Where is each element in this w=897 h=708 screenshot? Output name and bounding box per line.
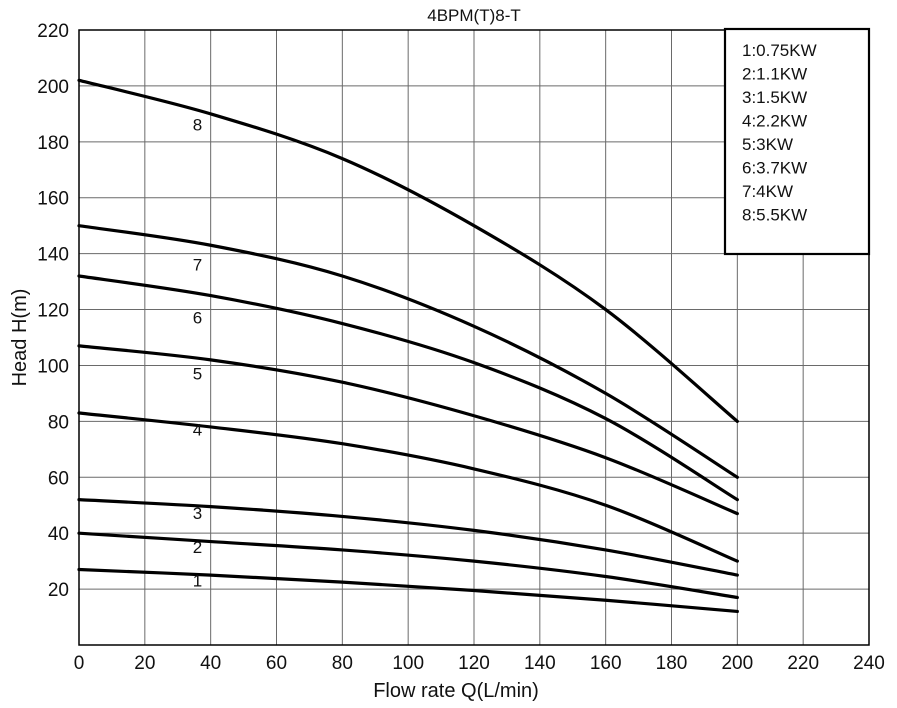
legend: 1:0.75KW 2:1.1KW 3:1.5KW 4:2.2KW 5:3KW 6… (723, 27, 871, 256)
y-tick-label: 180 (37, 133, 69, 154)
curve-label: 6 (193, 309, 202, 328)
legend-entry: 5:3KW (742, 135, 793, 154)
curve-series-3 (77, 498, 739, 577)
legend-box (723, 27, 871, 256)
curve-series-1 (77, 567, 739, 614)
curve-series-6 (77, 274, 739, 502)
legend-entry: 2:1.1KW (742, 65, 807, 84)
y-tick-label: 80 (48, 412, 69, 433)
y-tick-label: 60 (48, 468, 69, 489)
curve-label: 5 (193, 364, 202, 383)
x-tick-label: 160 (590, 653, 622, 674)
curve-series-5 (77, 344, 739, 516)
curve-label: 7 (193, 255, 202, 274)
chart-title: 4BPM(T)8-T (427, 6, 521, 25)
curve-series-7 (77, 224, 739, 479)
legend-entry: 1:0.75KW (742, 41, 817, 60)
x-tick-label: 60 (266, 653, 287, 674)
x-tick-label: 120 (458, 653, 490, 674)
x-tick-label: 80 (332, 653, 353, 674)
curve-label: 8 (193, 116, 202, 135)
legend-entry: 8:5.5KW (742, 206, 807, 225)
y-tick-label: 100 (37, 356, 69, 377)
x-tick-label: 100 (392, 653, 424, 674)
x-tick-label: 220 (787, 653, 819, 674)
curve-series-8 (77, 78, 739, 423)
curve-labels: 1 2 3 4 5 6 7 8 (193, 116, 202, 591)
x-tick-label: 0 (74, 653, 85, 674)
curve-label: 2 (193, 538, 202, 557)
x-tick-label: 140 (524, 653, 556, 674)
y-tick-label: 140 (37, 245, 69, 266)
performance-curves (77, 78, 739, 614)
curve-label: 3 (193, 504, 202, 523)
y-axis-label: Head H(m) (9, 289, 31, 387)
x-tick-label: 240 (853, 653, 885, 674)
legend-entry: 7:4KW (742, 182, 793, 201)
x-tick-label: 40 (200, 653, 221, 674)
tick-labels: 0 20 40 60 80 100 120 140 160 180 200 220 2402040608… (37, 21, 885, 674)
legend-entry: 4:2.2KW (742, 112, 807, 131)
x-tick-label: 200 (721, 653, 753, 674)
curve-label: 4 (193, 420, 202, 439)
plot-frame (78, 29, 870, 646)
legend-entry: 3:1.5KW (742, 88, 807, 107)
x-tick-label: 20 (134, 653, 155, 674)
y-tick-label: 40 (48, 524, 69, 545)
y-tick-label: 200 (37, 77, 69, 98)
y-tick-label: 160 (37, 189, 69, 210)
x-tick-label: 180 (656, 653, 688, 674)
y-tick-label: 220 (37, 21, 69, 42)
legend-entry: 6:3.7KW (742, 159, 807, 178)
curve-label: 1 (193, 571, 202, 590)
x-axis-label: Flow rate Q(L/min) (373, 680, 539, 702)
y-tick-label: 20 (48, 580, 69, 601)
curve-series-2 (77, 531, 739, 600)
curve-series-4 (77, 411, 739, 563)
y-tick-label: 120 (37, 301, 69, 322)
